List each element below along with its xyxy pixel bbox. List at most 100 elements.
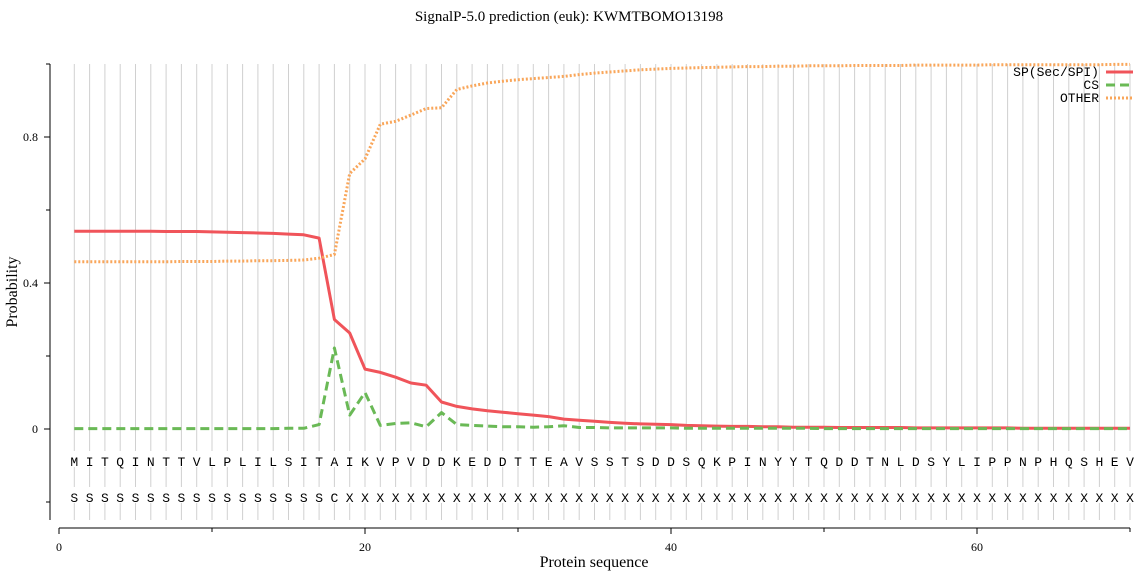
- residue-letter: S: [636, 455, 644, 470]
- residue-label: S: [70, 491, 78, 506]
- label-bg: [1002, 487, 1013, 503]
- residue-letter: I: [300, 455, 308, 470]
- residue-bg: [252, 451, 263, 467]
- y-tick-label: 0: [32, 422, 38, 436]
- residue-letter: N: [881, 455, 889, 470]
- label-bg: [650, 487, 661, 503]
- label-bg: [1094, 487, 1105, 503]
- label-bg: [528, 487, 539, 503]
- residue-label: X: [805, 491, 813, 506]
- residue-label: S: [86, 491, 94, 506]
- label-bg: [819, 487, 829, 503]
- residue-bg: [528, 451, 539, 467]
- residue-letter: S: [682, 455, 690, 470]
- label-bg: [145, 487, 156, 503]
- label-bg: [99, 487, 110, 503]
- residue-letter: S: [1080, 455, 1088, 470]
- label-bg: [941, 487, 952, 503]
- residue-letter: Y: [789, 455, 797, 470]
- x-axis: 0 20 40 60: [56, 527, 1131, 554]
- residue-label: X: [407, 491, 415, 506]
- residue-letter: H: [1050, 455, 1058, 470]
- sequence-track: MSISTSQSISNSTSTSVSLSPSLSISLSSSISTSACIXKX…: [69, 451, 1135, 506]
- residue-label: X: [606, 491, 614, 506]
- residue-letter: Y: [774, 455, 782, 470]
- residue-label: X: [652, 491, 660, 506]
- label-bg: [314, 487, 325, 503]
- residue-letter: D: [912, 455, 920, 470]
- label-bg: [344, 487, 355, 503]
- label-bg: [390, 487, 401, 503]
- residue-bg: [298, 451, 309, 467]
- residue-letter: I: [254, 455, 262, 470]
- residue-bg: [207, 451, 217, 467]
- residue-bg: [864, 451, 875, 467]
- residue-label: X: [1095, 491, 1103, 506]
- residue-label: X: [376, 491, 384, 506]
- residue-label: S: [269, 491, 277, 506]
- label-bg: [161, 487, 172, 503]
- residue-letter: P: [1004, 455, 1012, 470]
- residue-label: X: [575, 491, 583, 506]
- residue-label: X: [514, 491, 522, 506]
- residue-letter: P: [1034, 455, 1042, 470]
- label-bg: [329, 487, 340, 503]
- residue-letter: S: [927, 455, 935, 470]
- label-bg: [742, 487, 753, 503]
- series-lines: [74, 62, 1130, 431]
- residue-label: X: [591, 491, 599, 506]
- legend-label: OTHER: [1060, 91, 1099, 106]
- residue-bg: [727, 451, 738, 467]
- residue-letter: Q: [116, 455, 124, 470]
- y-tick-label: 0.4: [23, 276, 38, 290]
- residue-bg: [574, 451, 585, 467]
- residue-label: X: [453, 491, 461, 506]
- residue-label: S: [116, 491, 124, 506]
- residue-label: X: [422, 491, 430, 506]
- residue-bg: [314, 451, 325, 467]
- label-bg: [237, 487, 248, 503]
- residue-label: X: [636, 491, 644, 506]
- residue-label: X: [621, 491, 629, 506]
- residue-label: S: [223, 491, 231, 506]
- residue-letter: T: [621, 455, 629, 470]
- residue-label: X: [682, 491, 690, 506]
- residue-label: S: [254, 491, 262, 506]
- residue-label: X: [545, 491, 553, 506]
- residue-letter: D: [499, 455, 507, 470]
- residue-letter: N: [759, 455, 767, 470]
- label-bg: [1017, 487, 1028, 503]
- label-bg: [803, 487, 814, 503]
- label-bg: [558, 487, 569, 503]
- label-bg: [283, 487, 294, 503]
- label-bg: [360, 487, 370, 503]
- residue-letter: D: [851, 455, 859, 470]
- residue-letter: L: [958, 455, 966, 470]
- residue-label: X: [912, 491, 920, 506]
- residue-label: S: [208, 491, 216, 506]
- label-bg: [788, 487, 799, 503]
- residue-label: X: [1034, 491, 1042, 506]
- residue-letter: S: [285, 455, 293, 470]
- residue-letter: L: [208, 455, 216, 470]
- x-tick-label: 60: [971, 540, 983, 554]
- residue-bg: [329, 451, 340, 467]
- residue-letter: H: [1095, 455, 1103, 470]
- residue-label: X: [1004, 491, 1012, 506]
- residue-bg: [268, 451, 279, 467]
- label-bg: [956, 487, 967, 503]
- residue-bg: [926, 451, 937, 467]
- residue-letter: E: [545, 455, 553, 470]
- x-tick-label: 20: [359, 540, 371, 554]
- label-bg: [681, 487, 692, 503]
- label-bg: [1079, 487, 1090, 503]
- residue-label: S: [162, 491, 170, 506]
- residue-label: S: [177, 491, 185, 506]
- label-bg: [926, 487, 937, 503]
- residue-letter: E: [468, 455, 476, 470]
- label-bg: [176, 487, 187, 503]
- residue-label: X: [988, 491, 996, 506]
- residue-bg: [115, 451, 126, 467]
- residue-label: X: [1080, 491, 1088, 506]
- residue-letter: K: [453, 455, 461, 470]
